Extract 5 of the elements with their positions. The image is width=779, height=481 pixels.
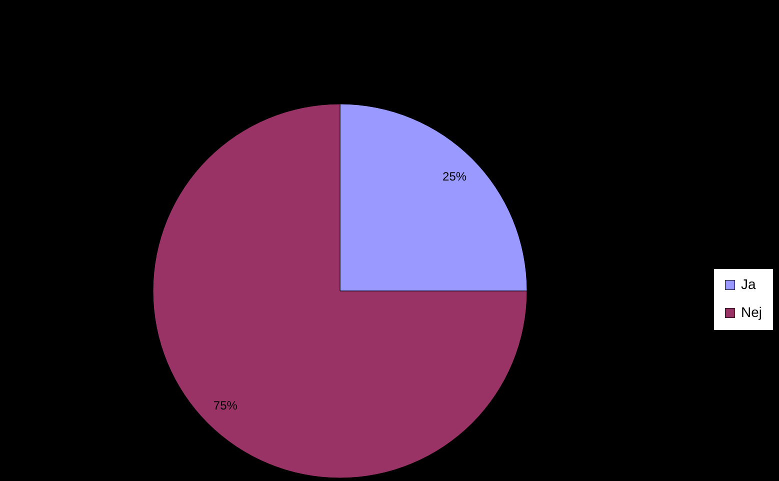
- legend-label: Ja: [741, 276, 756, 292]
- data-label: 25%: [442, 169, 467, 184]
- pie-slice: [152, 104, 528, 478]
- data-label: 75%: [213, 398, 238, 413]
- legend-label: Nej: [741, 304, 762, 320]
